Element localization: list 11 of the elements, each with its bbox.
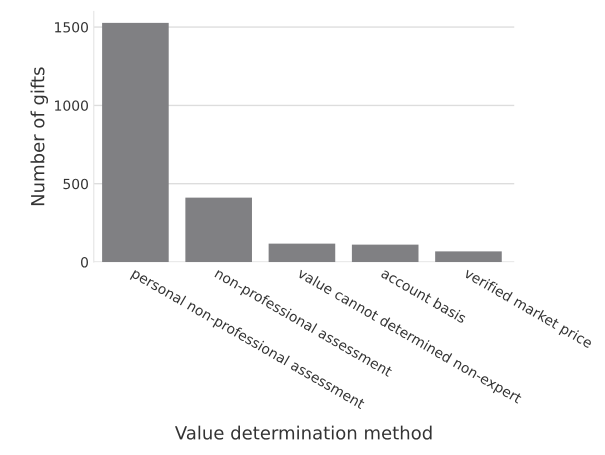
x-axis-title: Value determination method [174, 426, 432, 440]
y-tick-label: 1000 [55, 100, 88, 111]
y-tick-label: 0 [80, 257, 88, 268]
y-axis-title: Number of gifts [30, 67, 48, 206]
y-tick-label: 500 [63, 178, 88, 190]
bar [435, 251, 502, 262]
bar [268, 244, 336, 262]
bar [185, 198, 252, 262]
bar [102, 22, 169, 262]
y-tick-label: 1500 [55, 22, 88, 33]
bar [352, 244, 418, 262]
